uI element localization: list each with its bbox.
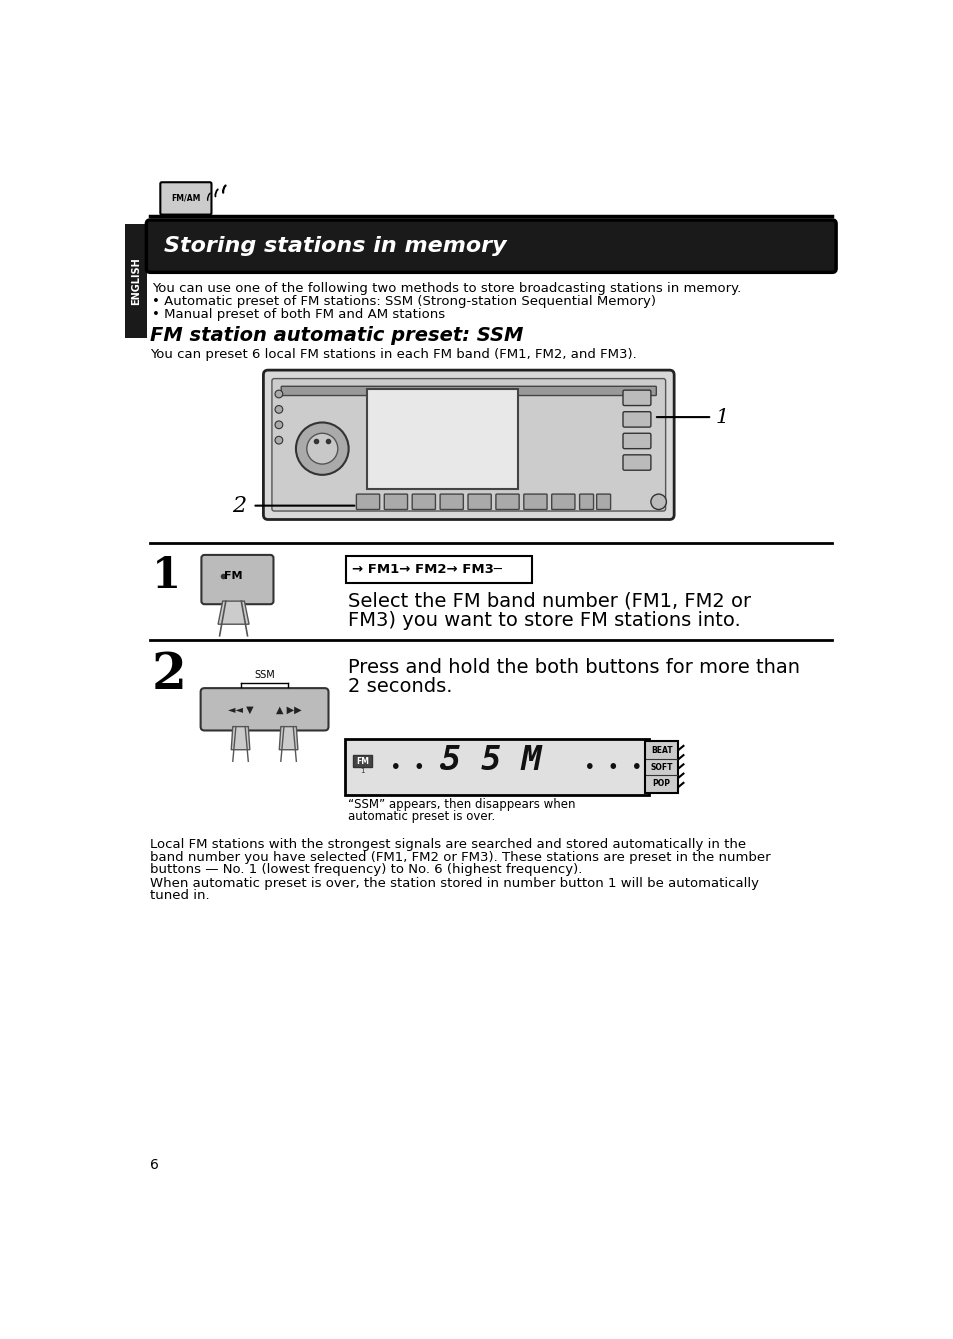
Text: band number you have selected (FM1, FM2 or FM3). These stations are preset in th: band number you have selected (FM1, FM2 … [150, 850, 770, 864]
Circle shape [274, 390, 282, 398]
Text: FM/AM: FM/AM [171, 193, 200, 202]
FancyBboxPatch shape [356, 494, 379, 510]
FancyBboxPatch shape [622, 390, 650, 406]
Circle shape [274, 420, 282, 428]
Text: • Automatic preset of FM stations: SSM (Strong-station Sequential Memory): • Automatic preset of FM stations: SSM (… [152, 295, 655, 308]
Text: • • •: • • • [583, 758, 642, 777]
FancyBboxPatch shape [523, 494, 546, 510]
FancyBboxPatch shape [201, 554, 274, 604]
Text: ▲ ▶▶: ▲ ▶▶ [275, 704, 301, 714]
FancyBboxPatch shape [146, 220, 835, 272]
FancyBboxPatch shape [645, 742, 678, 793]
FancyBboxPatch shape [579, 494, 593, 510]
FancyBboxPatch shape [272, 379, 665, 511]
Text: SOFT: SOFT [650, 762, 672, 771]
Text: automatic preset is over.: automatic preset is over. [348, 810, 495, 822]
Text: SSM: SSM [253, 671, 274, 680]
FancyBboxPatch shape [439, 494, 463, 510]
FancyBboxPatch shape [345, 556, 532, 582]
Text: “SSM” appears, then disappears when: “SSM” appears, then disappears when [348, 798, 575, 811]
Text: 2 seconds.: 2 seconds. [348, 678, 452, 696]
FancyBboxPatch shape [281, 386, 656, 395]
Text: 1: 1 [716, 407, 728, 427]
FancyBboxPatch shape [496, 494, 518, 510]
Text: 6: 6 [150, 1158, 159, 1172]
FancyBboxPatch shape [412, 494, 435, 510]
Text: FM: FM [224, 572, 243, 581]
FancyBboxPatch shape [622, 411, 650, 427]
FancyBboxPatch shape [367, 388, 517, 490]
Text: • • •: • • • [390, 758, 449, 777]
Text: POP: POP [652, 779, 670, 789]
Text: Select the FM band number (FM1, FM2 or: Select the FM band number (FM1, FM2 or [348, 592, 750, 611]
Text: tuned in.: tuned in. [150, 889, 210, 902]
Polygon shape [218, 601, 249, 624]
Text: Press and hold the both buttons for more than: Press and hold the both buttons for more… [348, 657, 799, 678]
Circle shape [650, 494, 666, 510]
Text: → FM1→ FM2→ FM3─: → FM1→ FM2→ FM3─ [352, 562, 501, 576]
Text: FM: FM [355, 757, 369, 766]
Circle shape [307, 434, 337, 465]
Text: 1: 1 [152, 554, 181, 597]
Polygon shape [231, 727, 250, 750]
FancyBboxPatch shape [596, 494, 610, 510]
Text: ◄◄ ▼: ◄◄ ▼ [228, 704, 253, 714]
Text: FM station automatic preset: SSM: FM station automatic preset: SSM [150, 327, 523, 345]
Text: 2: 2 [152, 651, 187, 700]
Text: Storing stations in memory: Storing stations in memory [164, 236, 506, 256]
Circle shape [295, 423, 348, 475]
FancyBboxPatch shape [125, 224, 147, 337]
Text: ENGLISH: ENGLISH [132, 257, 141, 305]
Text: Local FM stations with the strongest signals are searched and stored automatical: Local FM stations with the strongest sig… [150, 838, 745, 852]
FancyBboxPatch shape [468, 494, 491, 510]
Text: buttons — No. 1 (lowest frequency) to No. 6 (highest frequency).: buttons — No. 1 (lowest frequency) to No… [150, 862, 582, 876]
FancyBboxPatch shape [384, 494, 407, 510]
FancyBboxPatch shape [263, 370, 674, 520]
FancyBboxPatch shape [622, 434, 650, 449]
Text: • Manual preset of both FM and AM stations: • Manual preset of both FM and AM statio… [152, 308, 444, 321]
Text: FM3) you want to store FM stations into.: FM3) you want to store FM stations into. [348, 611, 740, 631]
Circle shape [274, 437, 282, 445]
Polygon shape [279, 727, 297, 750]
FancyBboxPatch shape [551, 494, 575, 510]
Text: 2: 2 [232, 494, 246, 517]
FancyBboxPatch shape [344, 739, 649, 795]
Text: 5 5 M: 5 5 M [440, 744, 541, 778]
Circle shape [274, 406, 282, 414]
FancyBboxPatch shape [200, 688, 328, 731]
FancyBboxPatch shape [622, 455, 650, 470]
Text: When automatic preset is over, the station stored in number button 1 will be aut: When automatic preset is over, the stati… [150, 877, 759, 890]
FancyBboxPatch shape [353, 755, 372, 767]
Text: You can use one of the following two methods to store broadcasting stations in m: You can use one of the following two met… [152, 281, 740, 295]
FancyBboxPatch shape [160, 182, 212, 214]
Text: You can preset 6 local FM stations in each FM band (FM1, FM2, and FM3).: You can preset 6 local FM stations in ea… [150, 348, 637, 360]
Text: BEAT: BEAT [650, 746, 672, 755]
Text: 1: 1 [360, 769, 364, 774]
